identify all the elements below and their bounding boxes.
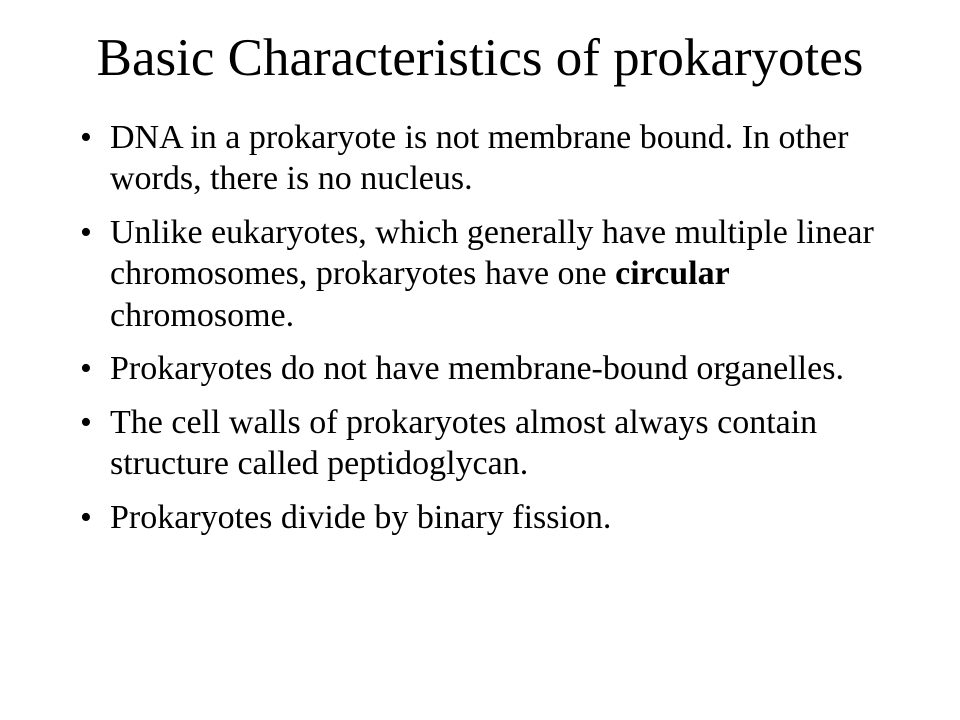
list-item: Prokaryotes do not have membrane-bound o… xyxy=(110,348,900,389)
text-run: Prokaryotes divide by binary fission. xyxy=(110,499,611,536)
list-item: Unlike eukaryotes, which generally have … xyxy=(110,212,900,336)
list-item: DNA in a prokaryote is not membrane boun… xyxy=(110,117,900,200)
bullet-list: DNA in a prokaryote is not membrane boun… xyxy=(40,117,920,538)
list-item: Prokaryotes divide by binary fission. xyxy=(110,497,900,538)
text-run: Unlike eukaryotes, which generally have … xyxy=(110,214,874,292)
text-run: Prokaryotes do not have membrane-bound o… xyxy=(110,350,844,387)
text-run: DNA in a prokaryote is not membrane boun… xyxy=(110,119,848,197)
text-run: The cell walls of prokaryotes almost alw… xyxy=(110,404,817,482)
list-item: The cell walls of prokaryotes almost alw… xyxy=(110,402,900,485)
text-run: circular xyxy=(615,255,730,292)
slide: Basic Characteristics of prokaryotes DNA… xyxy=(0,0,960,720)
slide-title: Basic Characteristics of prokaryotes xyxy=(40,28,920,89)
text-run: chromosome. xyxy=(110,297,294,334)
